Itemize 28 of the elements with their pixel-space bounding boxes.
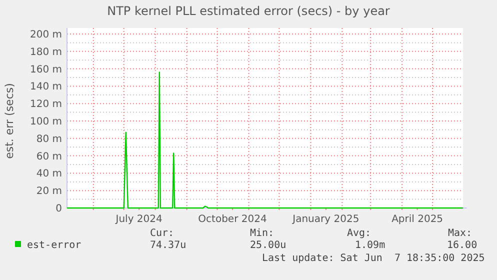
y-tick-label: 140 m xyxy=(30,82,62,93)
x-tick-label: January 2025 xyxy=(292,214,360,225)
y-tick-label: 180 m xyxy=(30,46,62,58)
line-series xyxy=(66,72,464,209)
y-axis-title: est. err (secs) xyxy=(3,83,16,159)
chart-title: NTP kernel PLL estimated error (secs) - by year xyxy=(107,4,390,18)
text: Cur: xyxy=(150,228,174,239)
y-tick-label: 40 m xyxy=(36,168,62,180)
y-tick-label: 80 m xyxy=(36,134,62,145)
y-tick-label: 100 m xyxy=(30,116,62,128)
y-tick-label: 160 m xyxy=(30,64,62,76)
x-tick-label: October 2024 xyxy=(198,214,267,225)
text: Last update: Sat Jun 7 18:35:00 2025 xyxy=(262,253,485,264)
text: Min: xyxy=(250,228,274,239)
text: 16.00 xyxy=(447,240,478,251)
text: Max: xyxy=(448,228,472,239)
legend-label: est-error xyxy=(27,240,82,251)
y-tick-label: 0 xyxy=(56,204,62,214)
x-tick-label: July 2024 xyxy=(114,214,162,225)
text: 1.09m xyxy=(355,240,386,251)
text: Avg: xyxy=(347,228,372,239)
text: 74.37u xyxy=(150,240,186,251)
x-tick-label: April 2025 xyxy=(392,214,444,225)
text: 25.00u xyxy=(250,240,286,251)
y-tick-label: 60 m xyxy=(36,151,62,162)
y-tick-label: 20 m xyxy=(36,186,62,198)
y-tick-label: 200 m xyxy=(30,30,62,40)
y-tick-label: 120 m xyxy=(30,99,62,110)
